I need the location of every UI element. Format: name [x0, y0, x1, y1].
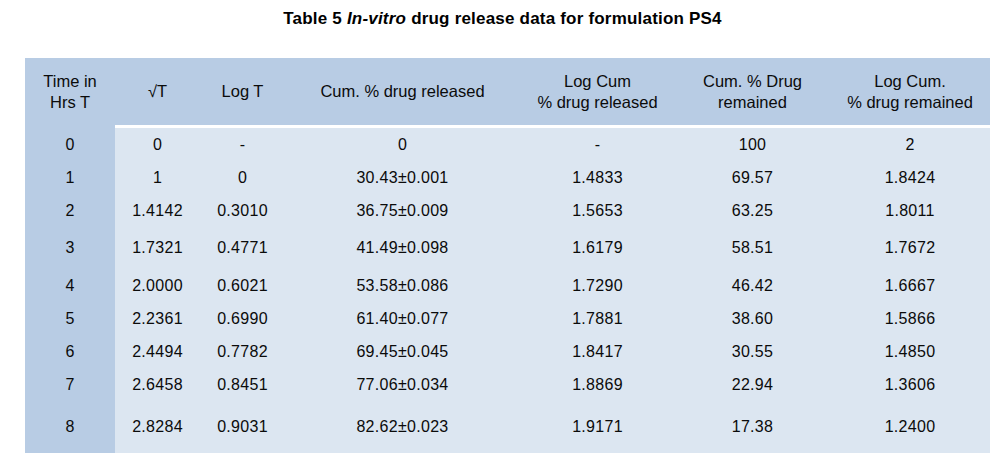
table-cell: 69.45±0.045: [285, 335, 520, 368]
table-cell: 1.6667: [830, 269, 990, 302]
table-row: 82.82840.903182.62±0.0231.917117.381.240…: [25, 401, 990, 453]
table-cell: 58.51: [675, 227, 830, 269]
table-cell: 2.8284: [115, 401, 200, 453]
table-cell: 1.6179: [520, 227, 675, 269]
table-cell: 30.55: [675, 335, 830, 368]
table-cell-time: 1: [25, 161, 115, 194]
table-cell: 30.43±0.001: [285, 161, 520, 194]
table-cell-time: 0: [25, 128, 115, 161]
table-cell: 2.0000: [115, 269, 200, 302]
table-cell: 1: [115, 161, 200, 194]
table-cell: -: [520, 128, 675, 161]
page: Table 5 In-vitro drug release data for for…: [0, 0, 1005, 462]
table-cell-time: 5: [25, 302, 115, 335]
table-cell: 1.7672: [830, 227, 990, 269]
table-row: 31.73210.477141.49±0.0981.617958.511.767…: [25, 227, 990, 269]
table-cell: 0: [200, 161, 285, 194]
column-header-log-cum-released: Log Cum % drug released: [520, 58, 675, 128]
table-cell-time: 8: [25, 401, 115, 453]
table-cell: 0.9031: [200, 401, 285, 453]
table-cell: 22.94: [675, 368, 830, 401]
table-cell: 17.38: [675, 401, 830, 453]
table-cell: 1.5653: [520, 194, 675, 227]
table-cell-time: 7: [25, 368, 115, 401]
table-cell: 2.4494: [115, 335, 200, 368]
table-cell: -: [200, 128, 285, 161]
table-cell: 69.57: [675, 161, 830, 194]
table-cell: 0.6021: [200, 269, 285, 302]
table-cell: 0.4771: [200, 227, 285, 269]
table-cell: 2: [830, 128, 990, 161]
table-cell: 2.6458: [115, 368, 200, 401]
table-cell: 46.42: [675, 269, 830, 302]
table-row: 11030.43±0.0011.483369.571.8424: [25, 161, 990, 194]
table-body: 00-0-100211030.43±0.0011.483369.571.8424…: [25, 128, 990, 453]
table-cell: 1.8011: [830, 194, 990, 227]
table-cell: 100: [675, 128, 830, 161]
table-cell-time: 6: [25, 335, 115, 368]
table-cell-time: 2: [25, 194, 115, 227]
column-header-sqrt-t: √T: [115, 58, 200, 128]
table-cell: 1.7881: [520, 302, 675, 335]
table-row: 52.23610.699061.40±0.0771.788138.601.586…: [25, 302, 990, 335]
table-cell: 1.7321: [115, 227, 200, 269]
table-cell: 82.62±0.023: [285, 401, 520, 453]
title-italic-term: In-vitro: [347, 9, 406, 28]
table-cell: 1.8417: [520, 335, 675, 368]
table-cell: 1.4850: [830, 335, 990, 368]
table-row: 00-0-1002: [25, 128, 990, 161]
table-cell: 1.4142: [115, 194, 200, 227]
table-cell: 1.5866: [830, 302, 990, 335]
table-cell-time: 3: [25, 227, 115, 269]
table-cell: 0.3010: [200, 194, 285, 227]
table-cell: 0.8451: [200, 368, 285, 401]
table-cell-time: 4: [25, 269, 115, 302]
table-row: 21.41420.301036.75±0.0091.565363.251.801…: [25, 194, 990, 227]
table-cell: 0: [115, 128, 200, 161]
column-header-time: Time in Hrs T: [25, 58, 115, 128]
table-cell: 61.40±0.077: [285, 302, 520, 335]
column-header-cum-remained: Cum. % Drug remained: [675, 58, 830, 128]
table-cell: 38.60: [675, 302, 830, 335]
table-cell: 0.6990: [200, 302, 285, 335]
table-cell: 36.75±0.009: [285, 194, 520, 227]
table-row: 72.64580.845177.06±0.0341.886922.941.360…: [25, 368, 990, 401]
table-cell: 0.7782: [200, 335, 285, 368]
table-row: 42.00000.602153.58±0.0861.729046.421.666…: [25, 269, 990, 302]
title-prefix: Table 5: [283, 9, 342, 28]
column-header-log-cum-remained: Log Cum. % drug remained: [830, 58, 990, 128]
table-cell: 1.3606: [830, 368, 990, 401]
column-header-cum-released: Cum. % drug released: [285, 58, 520, 128]
table-cell: 41.49±0.098: [285, 227, 520, 269]
table-cell: 1.7290: [520, 269, 675, 302]
table-cell: 0: [285, 128, 520, 161]
table-cell: 53.58±0.086: [285, 269, 520, 302]
table-cell: 77.06±0.034: [285, 368, 520, 401]
page-title: Table 5 In-vitro drug release data for for…: [0, 0, 1005, 29]
column-header-log-t: Log T: [200, 58, 285, 128]
table-cell: 1.9171: [520, 401, 675, 453]
table-cell: 63.25: [675, 194, 830, 227]
drug-release-table: Time in Hrs T √T Log T Cum. % drug relea…: [25, 58, 990, 453]
table-cell: 1.8424: [830, 161, 990, 194]
table-cell: 1.4833: [520, 161, 675, 194]
table-header: Time in Hrs T √T Log T Cum. % drug relea…: [25, 58, 990, 128]
title-suffix: drug release data for formulation PS4: [411, 9, 722, 28]
table-cell: 2.2361: [115, 302, 200, 335]
table-cell: 1.2400: [830, 401, 990, 453]
table-row: 62.44940.778269.45±0.0451.841730.551.485…: [25, 335, 990, 368]
header-row: Time in Hrs T √T Log T Cum. % drug relea…: [25, 58, 990, 128]
table-cell: 1.8869: [520, 368, 675, 401]
